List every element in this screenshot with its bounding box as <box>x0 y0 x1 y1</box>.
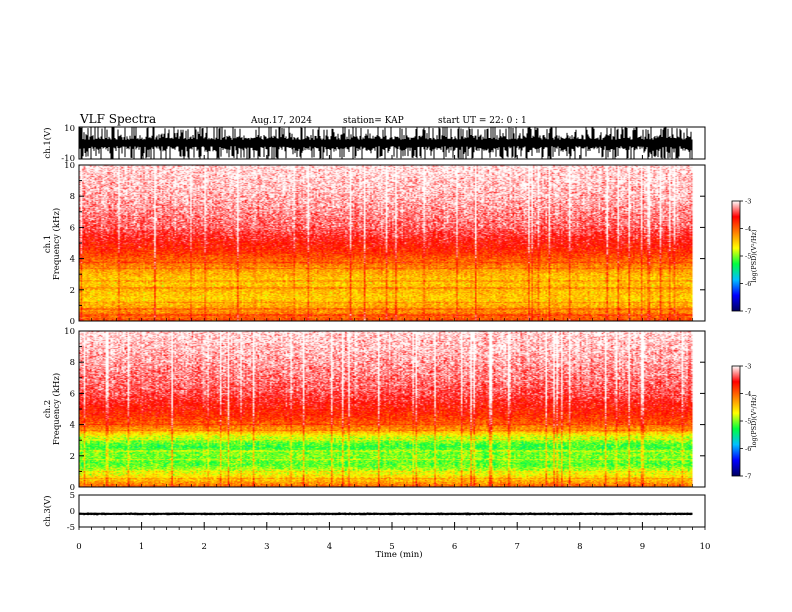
xtick-label-2: 2 <box>201 542 206 552</box>
ch1-spectrogram-ylabel-frequency: Frequency (kHz) <box>51 208 62 280</box>
xtick-label-5: 5 <box>389 542 394 552</box>
colorbar-label--7: -7 <box>745 473 751 481</box>
ch1-ytick-max: 10 <box>64 124 75 134</box>
ytick-label-4: 4 <box>70 255 75 265</box>
colorbar-label--3: -3 <box>745 363 751 371</box>
ch3-ytick-max: 5 <box>70 491 75 501</box>
colorbar-label--5: -5 <box>745 418 751 426</box>
xtick-label-8: 8 <box>577 542 582 552</box>
ch2-spectrogram-yticks: 0 2 4 6 8 10 <box>64 327 705 493</box>
colorbar-label--6: -6 <box>745 280 751 288</box>
ch1-spectrogram-ylabel-channel: ch.1 <box>43 235 53 253</box>
colorbar-label--5: -5 <box>745 253 751 261</box>
ch3-waveform-trace <box>79 512 693 516</box>
xtick-label-7: 7 <box>514 542 519 552</box>
ch3-waveform-ylabel: ch.3(V) <box>42 495 53 526</box>
ch3-waveform-line <box>79 512 693 516</box>
ch1-colorbar: -3 -4 -5 -6 -7 log(PSD)(V²/Hz) <box>731 198 758 316</box>
ytick-label-8: 8 <box>70 192 75 202</box>
ch3-waveform-panel: 5 0 -5 ch.3(V) 0 1 2 3 4 5 6 7 8 9 10 Time (min) <box>42 318 710 560</box>
time-axis-ticks: 0 1 2 3 4 5 6 7 8 9 10 <box>76 318 710 552</box>
ytick-label-2: 2 <box>70 452 75 462</box>
ytick-label-0: 0 <box>70 317 75 327</box>
xtick-label-4: 4 <box>327 542 332 552</box>
colorbar-title: log(PSD)(V²/Hz) <box>750 229 758 282</box>
xtick-label-0: 0 <box>76 542 81 552</box>
ch1-waveform-line <box>79 127 693 159</box>
ch2-spectrogram-ylabel-channel: ch.2 <box>43 400 53 418</box>
xtick-label-6: 6 <box>452 542 457 552</box>
ch2-spectrogram-ylabel-frequency: Frequency (kHz) <box>51 373 62 445</box>
ch1-waveform-trace <box>79 127 693 159</box>
ytick-label-2: 2 <box>70 286 75 296</box>
ytick-label-10: 10 <box>64 327 75 337</box>
ytick-label-4: 4 <box>70 421 75 431</box>
ch1-waveform-ylabel: ch.1(V) <box>42 127 53 158</box>
header-start-time: start UT = 22: 0 : 1 <box>438 116 527 126</box>
ytick-label-10: 10 <box>64 161 75 171</box>
ytick-label-6: 6 <box>70 223 75 233</box>
figure-title: VLF Spectra <box>79 112 156 126</box>
ch1-waveform-panel: 10 -10 ch.1(V) <box>42 124 706 164</box>
ch2-spectrogram-image <box>79 331 705 487</box>
xtick-label-1: 1 <box>139 542 144 552</box>
time-axis-label: Time (min) <box>375 549 422 560</box>
ch1-spectrogram-yticks: 0 2 4 6 8 10 <box>64 161 705 327</box>
colorbar-scale <box>731 365 741 477</box>
ch1-spectrogram-image <box>79 165 705 321</box>
ch1-ytick-min: -10 <box>61 154 75 164</box>
ch1-waveform-ticks <box>78 155 706 159</box>
ch1-spectrogram-panel: 0 2 4 6 8 10 ch.1 Frequency (kHz) -3 -4 -5 -6 -7 l… <box>43 161 758 327</box>
ch3-ytick-zero: 0 <box>70 507 75 517</box>
ch2-spectrogram-panel: 0 2 4 6 8 10 ch.2 Frequency (kHz) -3 -4 -5 -6 -7 l… <box>43 327 758 493</box>
colorbar-label--3: -3 <box>745 198 751 206</box>
colorbar-label--4: -4 <box>745 225 751 233</box>
ytick-label-6: 6 <box>70 389 75 399</box>
ch3-ytick-min: -5 <box>67 523 75 533</box>
header-station: station= KAP <box>343 116 404 126</box>
xtick-label-9: 9 <box>640 542 645 552</box>
header-date: Aug.17, 2024 <box>250 116 312 126</box>
colorbar-label--7: -7 <box>745 308 751 316</box>
colorbar-title: log(PSD)(V²/Hz) <box>750 394 758 447</box>
xtick-label-10: 10 <box>700 542 711 552</box>
colorbar-scale <box>731 200 741 312</box>
ch2-colorbar: -3 -4 -5 -6 -7 log(PSD)(V²/Hz) <box>731 363 758 481</box>
colorbar-label--4: -4 <box>745 390 751 398</box>
xtick-label-3: 3 <box>264 542 269 552</box>
colorbar-label--6: -6 <box>745 445 751 453</box>
ytick-label-8: 8 <box>70 358 75 368</box>
ytick-label-0: 0 <box>70 483 75 493</box>
